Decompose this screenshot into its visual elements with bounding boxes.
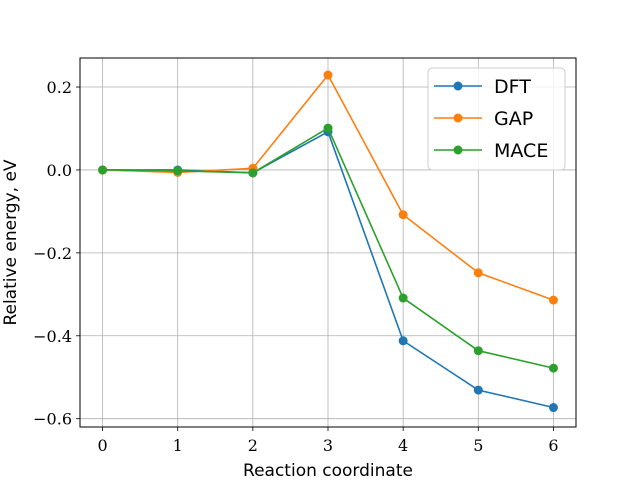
legend-label-gap: GAP — [494, 108, 533, 130]
y-tick-label: 0.2 — [47, 78, 72, 97]
axis-ticks: 0 1 2 3 4 5 6 0.2 0.0 −0.2 −0.4 −0.6 — [33, 78, 558, 455]
data-point-dft — [548, 403, 558, 413]
data-point-gap — [398, 210, 408, 220]
legend-marker-dft — [453, 81, 463, 91]
legend: DFT GAP MACE — [427, 67, 566, 171]
legend-marker-mace — [453, 145, 463, 155]
x-tick-label: 3 — [323, 436, 333, 455]
data-point-mace — [548, 363, 558, 373]
legend-marker-gap — [453, 113, 463, 123]
x-tick-label: 0 — [97, 436, 107, 455]
legend-label-dft: DFT — [494, 76, 531, 98]
legend-label-mace: MACE — [494, 140, 548, 162]
data-point-mace — [248, 168, 258, 178]
data-point-dft — [473, 385, 483, 395]
data-point-gap — [473, 268, 483, 278]
x-tick-label: 6 — [548, 436, 558, 455]
legend-box — [427, 67, 566, 171]
data-point-mace — [173, 166, 183, 176]
y-tick-label: −0.2 — [33, 244, 72, 263]
x-axis-label: Reaction coordinate — [243, 461, 413, 480]
data-point-mace — [98, 165, 108, 175]
data-point-mace — [323, 123, 333, 133]
y-tick-label: 0.0 — [47, 161, 72, 180]
y-tick-label: −0.6 — [33, 410, 72, 429]
y-axis-label: Relative energy, eV — [1, 159, 21, 325]
data-point-gap — [323, 70, 333, 80]
data-point-dft — [398, 336, 408, 346]
series-layer — [98, 70, 558, 413]
x-tick-label: 1 — [173, 436, 183, 455]
data-point-mace — [473, 346, 483, 356]
data-point-gap — [548, 295, 558, 305]
y-tick-label: −0.4 — [33, 327, 72, 346]
x-tick-label: 4 — [398, 436, 408, 455]
data-point-mace — [398, 293, 408, 303]
series-mace — [98, 123, 558, 373]
x-tick-label: 2 — [248, 436, 258, 455]
x-tick-label: 5 — [473, 436, 483, 455]
